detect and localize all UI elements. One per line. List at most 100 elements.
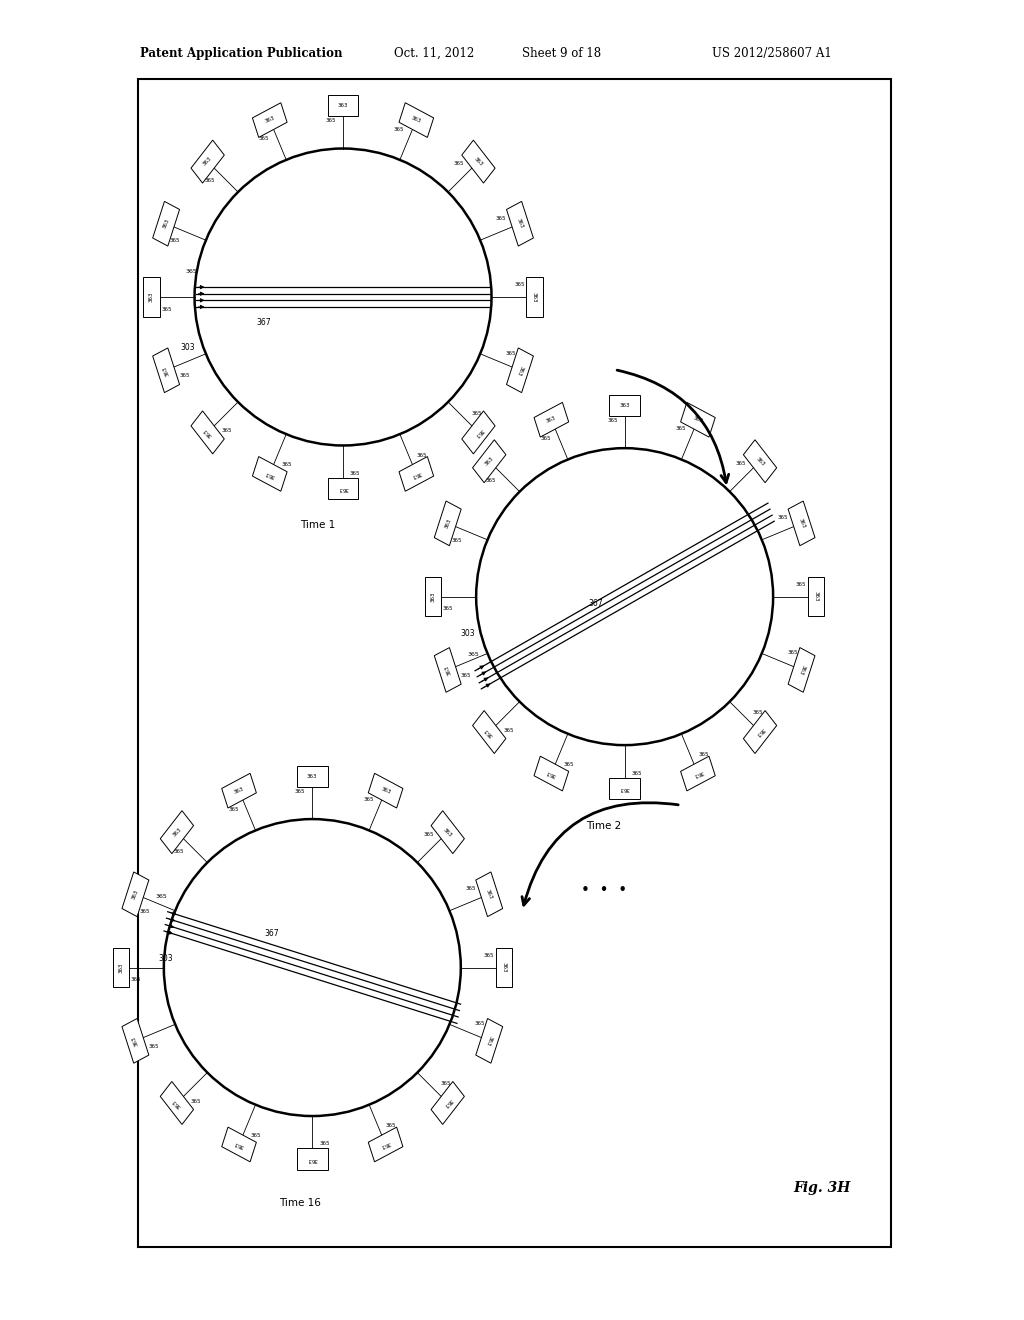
- Bar: [369, 774, 402, 808]
- Text: 365: 365: [386, 1123, 396, 1129]
- Text: 365: 365: [496, 215, 507, 220]
- Text: 363: 363: [473, 156, 484, 168]
- Text: Oct. 11, 2012: Oct. 11, 2012: [394, 46, 474, 59]
- Text: 363: 363: [546, 416, 557, 424]
- Text: 365: 365: [364, 797, 374, 803]
- Bar: [191, 411, 224, 454]
- Text: 363: 363: [798, 517, 806, 529]
- Text: 363: 363: [162, 364, 170, 376]
- Text: 363: 363: [264, 116, 275, 124]
- Text: 365: 365: [541, 436, 551, 441]
- Bar: [431, 810, 464, 854]
- Text: 365: 365: [443, 606, 454, 611]
- Text: 365: 365: [350, 471, 360, 477]
- Bar: [161, 1081, 194, 1125]
- Bar: [122, 873, 148, 916]
- Bar: [425, 577, 441, 616]
- Bar: [788, 648, 815, 692]
- Bar: [143, 277, 160, 317]
- Text: 367: 367: [589, 599, 603, 607]
- Text: 363: 363: [755, 455, 766, 467]
- Text: 365: 365: [486, 478, 497, 483]
- Text: 363: 363: [162, 218, 170, 230]
- Bar: [122, 1019, 148, 1063]
- Bar: [473, 710, 506, 754]
- Bar: [681, 756, 715, 791]
- Bar: [535, 756, 568, 791]
- Text: 365: 365: [506, 351, 516, 355]
- Text: 365: 365: [471, 411, 481, 416]
- Text: Patent Application Publication: Patent Application Publication: [140, 46, 343, 59]
- Text: 363: 363: [431, 591, 435, 602]
- Text: Time 2: Time 2: [587, 821, 622, 832]
- Bar: [535, 403, 568, 437]
- Text: 363: 363: [338, 103, 348, 108]
- Bar: [434, 648, 461, 692]
- Text: 363: 363: [131, 1035, 139, 1047]
- Bar: [788, 502, 815, 545]
- Text: 365: 365: [156, 894, 167, 899]
- Text: Time 1: Time 1: [300, 520, 335, 531]
- Text: 363: 363: [202, 156, 213, 168]
- Text: 363: 363: [307, 1156, 317, 1162]
- Bar: [161, 810, 194, 854]
- Text: 303: 303: [180, 343, 195, 351]
- Text: 365: 365: [514, 282, 524, 288]
- Text: 363: 363: [171, 1097, 182, 1109]
- Text: 365: 365: [139, 909, 150, 913]
- Text: 365: 365: [504, 727, 514, 733]
- Text: 363: 363: [483, 455, 495, 467]
- Text: 363: 363: [411, 470, 422, 478]
- Bar: [681, 403, 715, 437]
- Bar: [153, 348, 179, 392]
- Text: 363: 363: [443, 517, 452, 529]
- Text: 363: 363: [483, 726, 495, 738]
- Text: 363: 363: [516, 364, 524, 376]
- Bar: [496, 948, 512, 987]
- Text: 365: 365: [796, 582, 806, 587]
- Text: 363: 363: [307, 774, 317, 779]
- Text: 365: 365: [607, 417, 617, 422]
- Text: 363: 363: [546, 770, 557, 777]
- Text: 363: 363: [755, 726, 766, 738]
- Bar: [138, 79, 891, 1247]
- Text: 363: 363: [338, 486, 348, 491]
- Text: 365: 365: [417, 453, 427, 458]
- Bar: [507, 348, 534, 392]
- Text: 363: 363: [502, 962, 506, 973]
- Text: 363: 363: [150, 292, 154, 302]
- Text: 363: 363: [814, 591, 818, 602]
- Bar: [399, 457, 433, 491]
- Text: 363: 363: [532, 292, 537, 302]
- Text: 365: 365: [222, 428, 232, 433]
- Text: 363: 363: [380, 787, 391, 795]
- Bar: [222, 1127, 256, 1162]
- Text: 365: 365: [632, 771, 642, 776]
- Text: 365: 365: [475, 1022, 485, 1026]
- Bar: [476, 873, 503, 916]
- Bar: [462, 411, 495, 454]
- Bar: [609, 395, 640, 416]
- Text: 363: 363: [443, 664, 452, 676]
- Text: 363: 363: [411, 116, 422, 124]
- Text: Time 16: Time 16: [280, 1199, 321, 1209]
- Bar: [473, 440, 506, 483]
- Text: 365: 365: [465, 886, 476, 891]
- Text: 365: 365: [787, 651, 798, 655]
- Text: 363: 363: [171, 826, 182, 838]
- Text: Fig. 3H: Fig. 3H: [794, 1181, 851, 1195]
- Bar: [476, 1019, 503, 1063]
- Bar: [153, 202, 179, 246]
- Text: 363: 363: [692, 416, 703, 424]
- Text: 363: 363: [692, 770, 703, 777]
- Text: 363: 363: [264, 470, 275, 478]
- Text: 363: 363: [380, 1140, 391, 1148]
- Text: •  •  •: • • •: [581, 883, 628, 898]
- Text: 365: 365: [440, 1081, 451, 1086]
- Text: 365: 365: [326, 117, 336, 123]
- Text: 363: 363: [485, 888, 494, 900]
- Text: 363: 363: [473, 426, 484, 438]
- Bar: [297, 1148, 328, 1170]
- Bar: [328, 95, 358, 116]
- Text: 363: 363: [798, 664, 806, 676]
